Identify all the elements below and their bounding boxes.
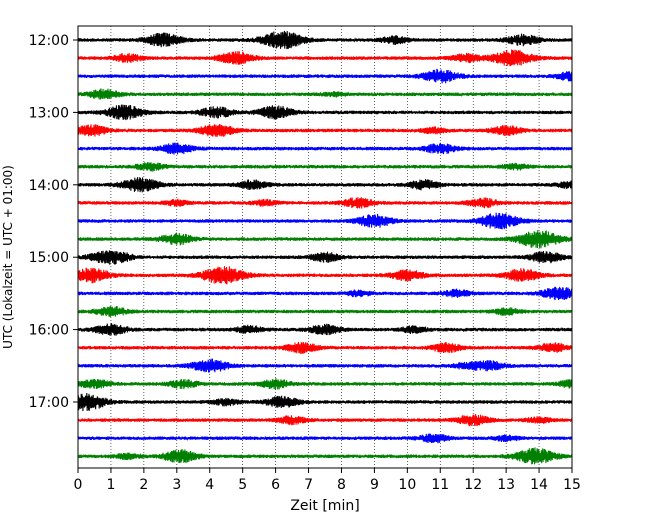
x-tick-label: 13 bbox=[497, 477, 515, 493]
plot-frame bbox=[77, 25, 573, 469]
seismogram-trace bbox=[77, 286, 573, 301]
x-tick-label: 8 bbox=[337, 477, 346, 493]
x-tick-label: 7 bbox=[304, 477, 313, 493]
seismogram-trace bbox=[77, 266, 573, 285]
seismogram-trace bbox=[77, 250, 573, 265]
seismogram-traces bbox=[77, 30, 573, 465]
seismogram-trace bbox=[77, 378, 573, 390]
x-tick-label: 3 bbox=[172, 477, 181, 493]
y-tick-label: 15:00 bbox=[29, 250, 69, 266]
seismogram-trace bbox=[77, 162, 573, 172]
seismogram-trace bbox=[77, 358, 573, 373]
x-axis: 0 1 2 3 4 5 6 7 8 9 10 11 12 13 14 15 bbox=[74, 468, 581, 493]
seismogram-trace bbox=[77, 197, 573, 209]
x-tick-label: 9 bbox=[370, 477, 379, 493]
y-axis: 12:00 13:00 14:00 15:00 16:00 17:00 bbox=[29, 33, 78, 411]
seismogram-trace bbox=[77, 88, 573, 100]
x-tick-label: 4 bbox=[205, 477, 214, 493]
seismogram-trace bbox=[77, 104, 573, 121]
y-tick-label: 16:00 bbox=[29, 323, 69, 339]
seismogram-trace bbox=[77, 142, 573, 155]
y-tick-label: 17:00 bbox=[29, 395, 69, 411]
seismogram-trace bbox=[77, 30, 573, 50]
seismogram-trace bbox=[77, 305, 573, 317]
y-tick-label: 14:00 bbox=[29, 178, 69, 194]
seismogram-trace bbox=[77, 124, 573, 137]
seismogram-trace bbox=[77, 393, 573, 412]
seismogram-trace bbox=[77, 433, 573, 444]
seismogram-trace bbox=[77, 177, 573, 193]
x-tick-label: 0 bbox=[74, 477, 83, 493]
x-tick-label: 2 bbox=[139, 477, 148, 493]
x-tick-label: 6 bbox=[271, 477, 280, 493]
seismogram-trace bbox=[77, 68, 573, 84]
seismogram-trace bbox=[77, 49, 573, 67]
x-tick-label: 1 bbox=[106, 477, 115, 493]
x-axis-label: Zeit [min] bbox=[290, 498, 359, 514]
seismogram-trace bbox=[77, 447, 573, 465]
seismogram-trace bbox=[77, 229, 573, 249]
seismogram-trace bbox=[77, 341, 573, 354]
y-tick-label: 13:00 bbox=[29, 105, 69, 121]
x-tick-label: 14 bbox=[530, 477, 548, 493]
seismogram-trace bbox=[77, 413, 573, 427]
x-tick-label: 10 bbox=[398, 477, 416, 493]
y-tick-label: 12:00 bbox=[29, 33, 69, 49]
x-tick-label: 11 bbox=[431, 477, 449, 493]
seismogram-trace bbox=[77, 212, 573, 230]
x-tick-label: 12 bbox=[464, 477, 482, 493]
y-axis-label: UTC (Lokalzeit = UTC + 01:00) bbox=[1, 165, 15, 349]
x-tick-label: 5 bbox=[238, 477, 247, 493]
x-tick-label: 15 bbox=[563, 477, 581, 493]
seismogram-trace bbox=[77, 323, 573, 336]
